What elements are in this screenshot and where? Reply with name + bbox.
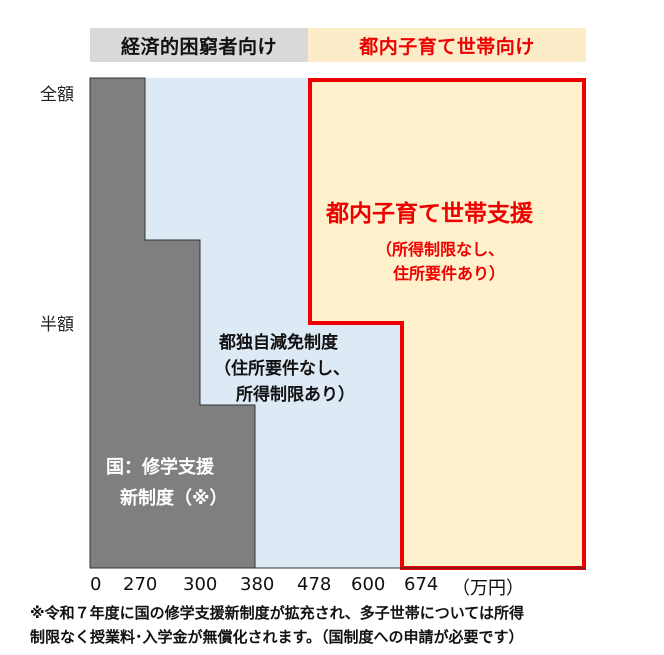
- national-label-line1: 国：修学支援: [106, 457, 214, 478]
- tokyo-family-label-line2: 住所要件あり）: [393, 264, 506, 283]
- footnote-line1: ※令和７年度に国の修学支援新制度が拡充され、多子世帯については所得: [30, 604, 524, 622]
- x-tick-380: 380: [240, 574, 275, 595]
- x-axis-unit: （万円）: [452, 578, 524, 599]
- x-tick-0: 0: [90, 574, 102, 595]
- tokyo-reduction-label-line1: 都独自減免制度: [219, 333, 338, 353]
- y-label-half: 半額: [40, 315, 74, 335]
- x-tick-600: 600: [351, 574, 386, 595]
- header-tokyo-families: 都内子育て世帯向け: [308, 28, 586, 62]
- y-label-full: 全額: [40, 85, 74, 105]
- tokyo-family-label-line1: （所得制限なし、: [376, 240, 505, 259]
- x-tick-478: 478: [297, 574, 332, 595]
- header-economic-hardship: 経済的困窮者向け: [90, 28, 308, 62]
- header-tokyo-families-label: 都内子育て世帯向け: [359, 35, 535, 58]
- tokyo-reduction-label-line3: 所得制限あり）: [236, 385, 355, 405]
- support-diagram: [89, 77, 586, 570]
- tokyo-reduction-label-line2: （住所要件なし、: [214, 359, 350, 379]
- header-economic-hardship-label: 経済的困窮者向け: [120, 35, 277, 58]
- x-tick-674: 674: [404, 574, 439, 595]
- x-tick-300: 300: [183, 574, 218, 595]
- national-label-line2: 新制度（※）: [120, 488, 228, 509]
- tokyo-family-title: 都内子育て世帯支援: [326, 201, 533, 227]
- x-tick-270: 270: [123, 574, 158, 595]
- footnote-line2: 制限なく授業料･入学金が無償化されます。（国制度への申請が必要です）: [30, 628, 524, 646]
